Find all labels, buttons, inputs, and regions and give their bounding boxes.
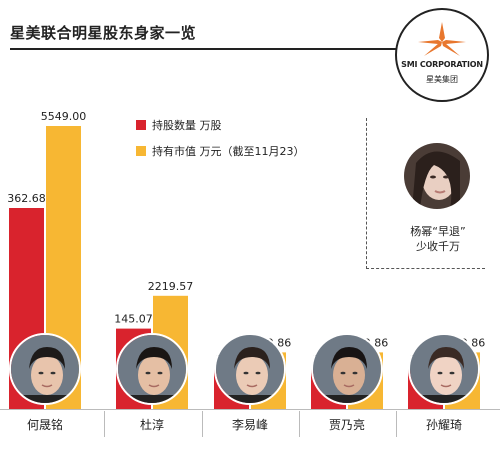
avatar <box>408 333 480 405</box>
category-label: 李易峰 <box>231 418 268 432</box>
smi-logo: SMI CORPORATION 星美集团 <box>395 8 489 102</box>
value-bar-label: 2219.57 <box>148 280 194 293</box>
person-portrait-icon <box>313 335 381 403</box>
logo-cn-name: 星美集团 <box>426 75 458 84</box>
avatar <box>116 333 188 405</box>
category-separator <box>202 411 203 437</box>
legend-item-value: 持有市值 万元（截至11月23） <box>136 143 305 159</box>
person-portrait-icon <box>216 335 284 403</box>
person-portrait-icon <box>404 143 470 209</box>
note-line-1: 杨幂“早退” <box>410 225 466 238</box>
category-label: 贾乃亮 <box>328 418 365 432</box>
legend-swatch-shares <box>136 120 146 130</box>
avatar <box>9 333 81 405</box>
shares-bar-label: 362.68 <box>7 192 46 205</box>
legend: 持股数量 万股 持有市值 万元（截至11月23） <box>136 117 305 169</box>
category-label: 杜淳 <box>139 418 164 432</box>
star-burst-icon <box>418 22 466 56</box>
legend-label-shares: 持股数量 万股 <box>152 119 222 132</box>
category-separator <box>299 411 300 437</box>
yang-mi-note-box <box>366 118 485 269</box>
person-portrait-icon <box>118 335 186 403</box>
category-separator <box>396 411 397 437</box>
category-label: 孙耀琦 <box>425 418 462 432</box>
avatar <box>311 333 383 405</box>
legend-swatch-value <box>136 146 146 156</box>
person-portrait-icon <box>410 335 478 403</box>
logo-name: SMI CORPORATION <box>401 60 483 69</box>
value-bar-label: 5549.00 <box>41 110 87 123</box>
legend-label-value: 持有市值 万元（截至11月23） <box>152 145 305 158</box>
yang-mi-note: 杨幂“早退” 少收千万 <box>390 224 486 254</box>
chart-baseline <box>0 409 500 410</box>
category-label: 何晟铭 <box>26 418 63 432</box>
avatar <box>214 333 286 405</box>
chart-title: 星美联合明星股东身家一览 <box>10 24 197 42</box>
note-line-2: 少收千万 <box>416 240 460 253</box>
title-underline <box>10 48 418 50</box>
legend-item-shares: 持股数量 万股 <box>136 117 305 133</box>
yang-mi-photo <box>404 143 470 209</box>
shares-bar-label: 145.07 <box>114 313 153 326</box>
category-separator <box>104 411 105 437</box>
person-portrait-icon <box>11 335 79 403</box>
